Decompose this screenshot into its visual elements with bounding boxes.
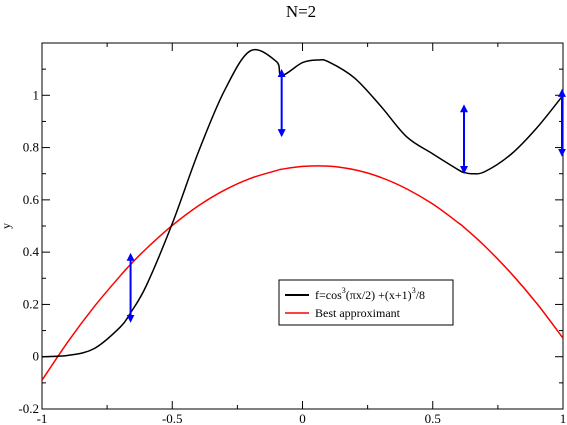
y-tick-label: 0.4 bbox=[23, 244, 40, 259]
legend-label-best: Best approximant bbox=[315, 306, 401, 320]
legend-label-f: f=cos3(πx/2) +(x+1)3/8 bbox=[315, 286, 425, 302]
x-tick-label: 0 bbox=[299, 411, 306, 425]
legend-box bbox=[278, 279, 454, 326]
y-tick-label: 0.8 bbox=[23, 140, 39, 155]
plot-frame bbox=[41, 42, 564, 410]
legend-f-main: f=cos bbox=[315, 288, 342, 302]
y-tick-label: 0 bbox=[33, 349, 40, 364]
y-tick-label: 0.6 bbox=[23, 192, 40, 207]
plot-layer: -1 -0.5 0 0.5 1 -0.2 0 0.2 0.4 0.6 0.8 1 bbox=[18, 42, 567, 425]
chart-title: N=2 bbox=[286, 2, 316, 21]
x-tick-label: 0.5 bbox=[425, 411, 441, 425]
x-tick-label: -0.5 bbox=[162, 411, 183, 425]
y-axis-title: y bbox=[0, 223, 13, 229]
y-tick-label: 1 bbox=[33, 87, 40, 102]
legend-f-power-2: 3 bbox=[412, 286, 416, 295]
x-tick-label: -1 bbox=[37, 411, 48, 425]
series-line-best-approximant bbox=[42, 165, 563, 381]
x-tick-label: 1 bbox=[560, 411, 567, 425]
legend-f-power-1: 3 bbox=[342, 286, 346, 295]
y-tick-label: 0.2 bbox=[23, 296, 39, 311]
y-tick-label: -0.2 bbox=[18, 401, 39, 416]
legend-f-end: /8 bbox=[416, 288, 425, 302]
legend-f-mid: (πx/2) +(x+1) bbox=[346, 288, 412, 302]
legend: f=cos3(πx/2) +(x+1)3/8 Best approximant bbox=[278, 279, 454, 326]
